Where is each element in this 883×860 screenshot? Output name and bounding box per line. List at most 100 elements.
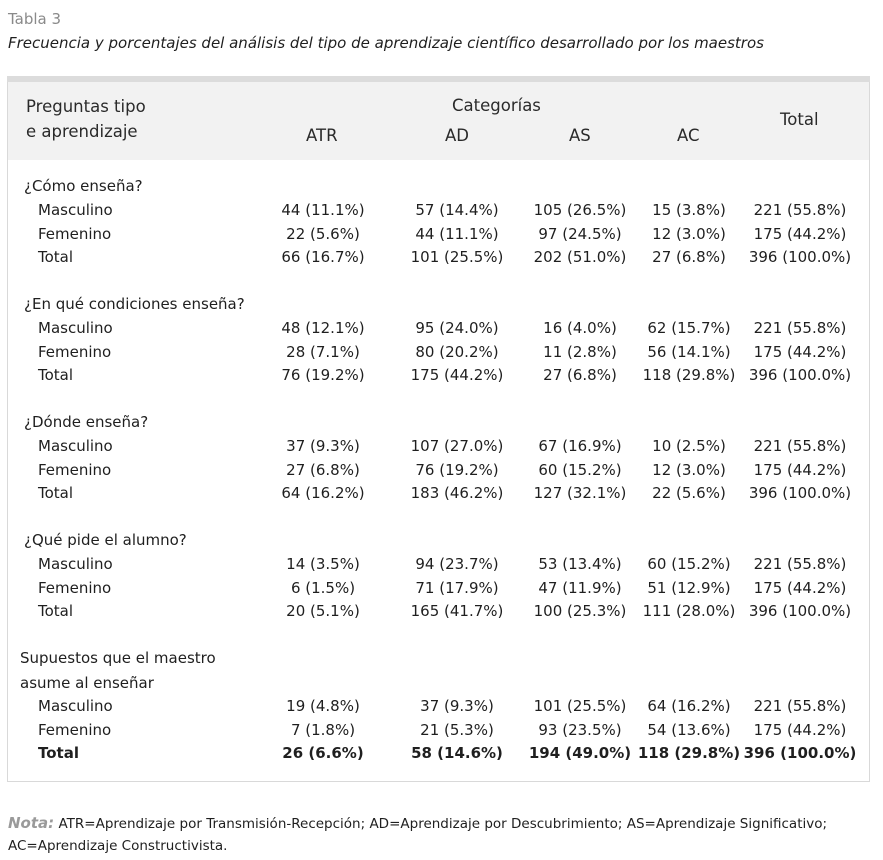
cell-ac: 54 (13.6%) — [647, 720, 731, 739]
section-title-line1: Supuestos que el maestro — [20, 649, 216, 667]
cell-ad: 37 (9.3%) — [420, 697, 494, 715]
table-caption: Frecuencia y porcentajes del análisis de… — [8, 34, 764, 52]
section-title: ¿Dónde enseña? — [24, 413, 149, 431]
cell-total: 175 (44.2%) — [753, 720, 847, 739]
cell-ac: 12 (3.0%) — [652, 460, 726, 479]
cell-total: 221 (55.8%) — [753, 319, 847, 337]
row-label: Masculino — [38, 319, 113, 337]
cell-total: 221 (55.8%) — [753, 697, 847, 715]
cell-atr: 22 (5.6%) — [286, 224, 360, 243]
cell-as: 127 (32.1%) — [533, 484, 627, 502]
cell-ad: 107 (27.0%) — [410, 437, 504, 455]
row-label: Femenino — [38, 224, 112, 243]
cell-ac: 12 (3.0%) — [652, 224, 726, 243]
cell-ad: 76 (19.2%) — [415, 460, 499, 479]
header-categories: Categorías — [452, 96, 541, 115]
cell-atr: 6 (1.5%) — [290, 578, 356, 597]
cell-as: 16 (4.0%) — [543, 319, 617, 337]
row-label: Femenino — [38, 578, 112, 597]
row-label: Femenino — [38, 460, 112, 479]
table-header — [8, 82, 869, 160]
header-as: AS — [569, 126, 591, 145]
table-note: Nota: ATR=Aprendizaje por Transmisión-Re… — [8, 812, 868, 857]
row-label: Total — [38, 744, 79, 762]
cell-ad: 94 (23.7%) — [415, 555, 499, 573]
cell-ad: 101 (25.5%) — [410, 248, 504, 266]
row-label: Masculino — [38, 437, 113, 455]
cell-ac: 10 (2.5%) — [652, 437, 726, 455]
row-label: Femenino — [38, 720, 112, 739]
cell-as: 67 (16.9%) — [538, 437, 622, 455]
cell-as: 93 (23.5%) — [538, 720, 622, 739]
cell-total: 175 (44.2%) — [753, 578, 847, 597]
cell-atr: 48 (12.1%) — [281, 319, 365, 337]
row-label: Total — [38, 484, 74, 502]
cell-as: 60 (15.2%) — [538, 460, 622, 479]
cell-ad: 95 (24.0%) — [415, 319, 499, 337]
cell-atr: 7 (1.8%) — [290, 720, 356, 739]
cell-as: 53 (13.4%) — [538, 555, 622, 573]
cell-total: 175 (44.2%) — [753, 224, 847, 243]
header-ad: AD — [445, 126, 469, 145]
row-label: Total — [38, 366, 74, 384]
section-title-line2: asume al enseñar — [20, 674, 154, 692]
cell-total: 396 (100.0%) — [743, 744, 857, 762]
cell-total: 396 (100.0%) — [748, 248, 852, 266]
cell-ad: 21 (5.3%) — [420, 720, 494, 739]
cell-ad: 58 (14.6%) — [411, 744, 503, 762]
cell-atr: 44 (11.1%) — [281, 201, 365, 219]
section-title: ¿Qué pide el alumno? — [24, 531, 187, 549]
cell-total: 396 (100.0%) — [748, 602, 852, 620]
cell-ac: 51 (12.9%) — [647, 578, 731, 597]
cell-atr: 14 (3.5%) — [286, 555, 360, 573]
cell-as: 202 (51.0%) — [533, 248, 627, 266]
cell-atr: 28 (7.1%) — [286, 342, 360, 361]
cell-ac: 118 (29.8%) — [642, 366, 736, 384]
cell-as: 47 (11.9%) — [538, 578, 622, 597]
header-question-line2: e aprendizaje — [26, 122, 138, 141]
cell-ad: 57 (14.4%) — [415, 201, 499, 219]
note-text: ATR=Aprendizaje por Transmisión-Recepció… — [8, 816, 828, 854]
cell-ac: 62 (15.7%) — [647, 319, 731, 337]
cell-as: 97 (24.5%) — [538, 224, 622, 243]
cell-as: 27 (6.8%) — [543, 366, 617, 384]
section-title: ¿Cómo enseña? — [24, 177, 143, 195]
cell-as: 105 (26.5%) — [533, 201, 627, 219]
cell-total: 221 (55.8%) — [753, 437, 847, 455]
cell-atr: 26 (6.6%) — [282, 744, 364, 762]
cell-as: 101 (25.5%) — [533, 697, 627, 715]
cell-total: 396 (100.0%) — [748, 366, 852, 384]
cell-atr: 64 (16.2%) — [281, 484, 365, 502]
cell-ac: 111 (28.0%) — [642, 602, 736, 620]
cell-ac: 64 (16.2%) — [647, 697, 731, 715]
cell-ad: 44 (11.1%) — [415, 224, 499, 243]
cell-ad: 80 (20.2%) — [415, 342, 499, 361]
cell-atr: 27 (6.8%) — [286, 460, 360, 479]
cell-total: 396 (100.0%) — [748, 484, 852, 502]
cell-as: 100 (25.3%) — [533, 602, 627, 620]
header-atr: ATR — [306, 126, 338, 145]
table-frame — [7, 76, 870, 782]
cell-ac: 60 (15.2%) — [647, 555, 731, 573]
section-title: ¿En qué condiciones enseña? — [24, 295, 245, 313]
header-question-line1: Preguntas tipo — [26, 97, 146, 116]
cell-ac: 15 (3.8%) — [652, 201, 726, 219]
cell-total: 221 (55.8%) — [753, 201, 847, 219]
cell-ad: 175 (44.2%) — [410, 366, 504, 384]
row-label: Total — [38, 248, 74, 266]
cell-atr: 20 (5.1%) — [286, 602, 360, 620]
cell-total: 221 (55.8%) — [753, 555, 847, 573]
cell-ac: 22 (5.6%) — [652, 484, 726, 502]
cell-as: 194 (49.0%) — [528, 744, 632, 762]
cell-ad: 165 (41.7%) — [410, 602, 504, 620]
row-label: Masculino — [38, 697, 113, 715]
note-label: Nota: — [8, 814, 55, 832]
header-ac: AC — [677, 126, 700, 145]
header-total: Total — [780, 110, 819, 129]
cell-ad: 183 (46.2%) — [410, 484, 504, 502]
cell-total: 175 (44.2%) — [753, 342, 847, 361]
row-label: Masculino — [38, 555, 113, 573]
cell-as: 11 (2.8%) — [543, 342, 617, 361]
cell-total: 175 (44.2%) — [753, 460, 847, 479]
cell-atr: 66 (16.7%) — [281, 248, 365, 266]
